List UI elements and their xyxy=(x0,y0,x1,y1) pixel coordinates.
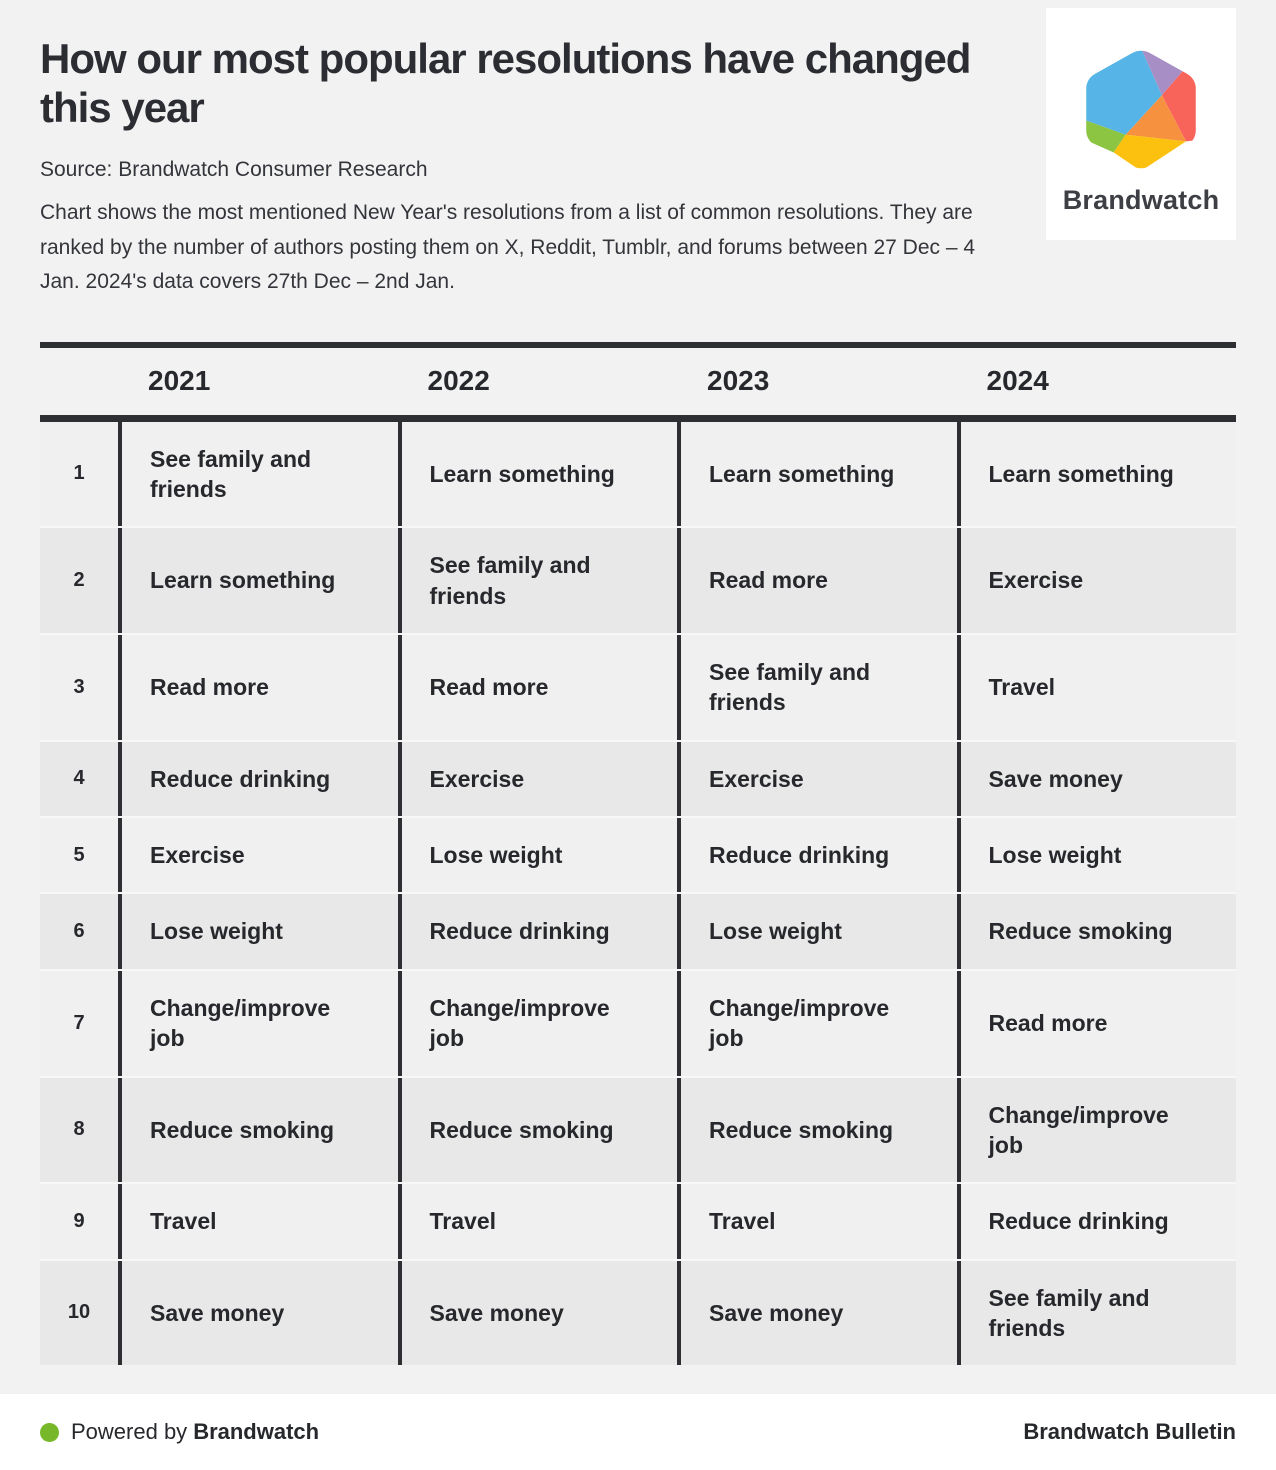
resolution-cell: Exercise xyxy=(677,741,957,817)
year-header-2021: 2021 xyxy=(148,365,211,397)
rank-cell: 5 xyxy=(73,843,85,866)
rank-cell: 7 xyxy=(73,1011,85,1034)
resolution-cell: Travel xyxy=(397,1184,678,1259)
resolution-cell: Exercise xyxy=(118,818,398,893)
table-row: 5 Exercise Lose weight Reduce drinking L… xyxy=(40,816,1237,893)
resolution-cell: Reduce smoking xyxy=(118,1077,398,1183)
logo-facet-coral xyxy=(1161,71,1196,142)
resolution-cell: Change/improve job xyxy=(677,970,957,1076)
resolution-cell: Learn something xyxy=(956,421,1237,527)
brandwatch-wordmark: Brandwatch xyxy=(1062,185,1220,215)
rank-cell: 3 xyxy=(73,675,85,698)
table-header-bottom-rule xyxy=(40,414,1236,422)
resolution-cell: Read more xyxy=(956,970,1237,1076)
resolution-cell: Travel xyxy=(677,1184,957,1259)
logo-facet-green xyxy=(1086,120,1126,153)
resolution-cell: Reduce drinking xyxy=(397,894,678,969)
resolutions-table: 2021 2022 2023 2024 1 See family and fri… xyxy=(40,341,1237,1366)
resolution-cell: Change/improve job xyxy=(956,1077,1237,1183)
resolution-cell: Lose weight xyxy=(956,818,1237,893)
logo-facet-purple xyxy=(1141,50,1183,96)
brandwatch-logo-card: Brandwatch xyxy=(1046,8,1236,240)
resolution-cell: Exercise xyxy=(956,528,1237,633)
table-row: 1 See family and friends Learn something… xyxy=(40,421,1237,527)
rank-cell: 1 xyxy=(73,462,85,485)
rank-cell: 8 xyxy=(73,1118,85,1141)
logo-facet-orange xyxy=(1125,95,1187,142)
rank-cell: 6 xyxy=(73,920,85,943)
resolution-cell: See family and friends xyxy=(677,635,957,740)
resolution-cell: Learn something xyxy=(677,421,957,527)
brandwatch-hexagon-icon xyxy=(1086,50,1196,169)
powered-by-text: Powered by xyxy=(71,1419,188,1444)
resolution-cell: Reduce drinking xyxy=(677,818,957,893)
resolution-cell: Reduce drinking xyxy=(956,1184,1237,1259)
resolution-cell: Learn something xyxy=(118,528,398,633)
resolution-cell: Read more xyxy=(118,635,398,740)
resolution-cell: Learn something xyxy=(397,421,678,527)
table-top-rule xyxy=(40,341,1236,348)
resolution-cell: Read more xyxy=(397,635,678,740)
table-row: 2 Learn something See family and friends… xyxy=(40,526,1236,633)
source-line: Source: Brandwatch Consumer Research xyxy=(40,158,428,182)
resolution-cell: Save money xyxy=(397,1260,678,1366)
table-row: 4 Reduce drinking Exercise Exercise Save… xyxy=(40,739,1237,817)
table-row: 7 Change/improve job Change/improve job … xyxy=(40,968,1237,1076)
green-dot-icon xyxy=(40,1422,59,1442)
resolution-cell: Exercise xyxy=(397,741,678,817)
table-row: 6 Lose weight Reduce drinking Lose weigh… xyxy=(40,892,1237,969)
rank-cell: 9 xyxy=(73,1209,85,1232)
resolution-cell: Save money xyxy=(677,1260,957,1366)
resolution-cell: Reduce smoking xyxy=(677,1077,957,1183)
resolution-cell: Reduce smoking xyxy=(397,1077,678,1183)
footer-bar: Powered by Brandwatch Brandwatch Bulleti… xyxy=(0,1394,1276,1470)
logo-facet-yellow xyxy=(1113,134,1187,169)
year-header-2023: 2023 xyxy=(707,365,770,397)
table-body: 1 See family and friends Learn something… xyxy=(40,421,1237,1366)
table-row: 3 Read more Read more See family and fri… xyxy=(40,633,1236,740)
resolution-cell: See family and friends xyxy=(956,1260,1237,1366)
table-header-row: 2021 2022 2023 2024 xyxy=(40,348,1236,415)
rank-cell: 10 xyxy=(67,1301,91,1324)
resolution-cell: Save money xyxy=(118,1260,398,1366)
resolution-cell: Reduce smoking xyxy=(956,894,1237,969)
content-area: How our most popular resolutions have ch… xyxy=(0,34,1276,1366)
resolution-cell: Travel xyxy=(118,1184,398,1259)
resolution-cell: Lose weight xyxy=(677,894,957,969)
resolution-cell: Reduce drinking xyxy=(118,741,398,817)
resolution-cell: Lose weight xyxy=(397,818,678,893)
resolution-cell: Change/improve job xyxy=(118,970,398,1076)
table-row: 10 Save money Save money Save money See … xyxy=(40,1258,1237,1366)
resolution-cell: Read more xyxy=(677,528,957,633)
powered-by: Powered by Brandwatch xyxy=(40,1419,319,1445)
resolution-cell: Travel xyxy=(956,635,1237,740)
page-title: How our most popular resolutions have ch… xyxy=(40,35,971,132)
table-row: 8 Reduce smoking Reduce smoking Reduce s… xyxy=(40,1075,1237,1183)
logo-facet-blue xyxy=(1086,50,1162,135)
bulletin-label: Brandwatch Bulletin xyxy=(1023,1419,1236,1444)
chart-description: Chart shows the most mentioned New Year'… xyxy=(40,201,976,294)
resolution-cell: Save money xyxy=(956,741,1237,817)
year-header-2022: 2022 xyxy=(427,365,490,397)
resolution-cell: Change/improve job xyxy=(397,970,678,1076)
rank-cell: 2 xyxy=(73,569,85,592)
resolution-cell: Lose weight xyxy=(118,894,398,969)
powered-by-brand: Brandwatch xyxy=(193,1419,320,1444)
rank-cell: 4 xyxy=(73,767,85,790)
year-header-2024: 2024 xyxy=(986,365,1049,397)
table-row: 9 Travel Travel Travel Reduce drinking xyxy=(40,1182,1237,1259)
resolution-cell: See family and friends xyxy=(397,528,678,633)
resolution-cell: See family and friends xyxy=(118,421,398,527)
